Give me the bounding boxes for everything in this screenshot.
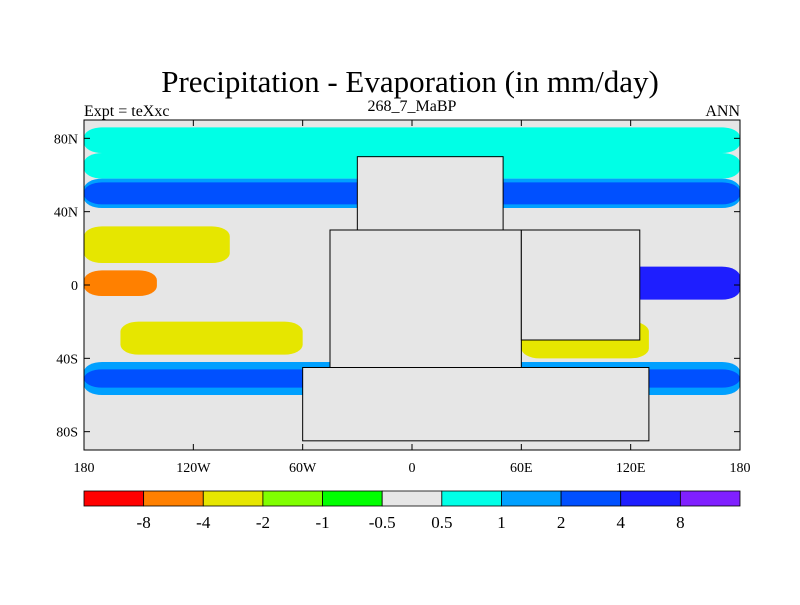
colorbar-swatch <box>679 490 741 507</box>
x-tick-label: 120W <box>176 461 211 476</box>
plot-title: Precipitation - Evaporation (in mm/day) <box>161 64 659 99</box>
colorbar-swatch <box>143 490 204 507</box>
x-tick-label: 60E <box>510 461 533 476</box>
colorbar-swatch <box>381 490 443 507</box>
colorbar-swatch <box>83 490 145 507</box>
subtitle-left: Expt = teXxc <box>84 103 169 120</box>
colorbar-label: 1 <box>497 513 506 532</box>
land-south-landmass <box>302 367 650 442</box>
colorbar-swatch <box>560 490 622 507</box>
y-tick-label: 80S <box>56 426 78 441</box>
x-tick-label: 180 <box>730 461 751 476</box>
colorbar-label: 0.5 <box>431 513 452 532</box>
colorbar-swatch <box>501 490 562 507</box>
colorbar: -8 -4 -2 -1 -0.5 0.5 1 2 4 8 <box>83 490 741 532</box>
contour-band-0 <box>84 127 740 153</box>
x-tick-label: 180 <box>74 461 95 476</box>
colorbar-label: -4 <box>196 513 211 532</box>
land-east-landmass <box>520 229 641 341</box>
y-tick-label: 40N <box>54 206 78 221</box>
colorbar-swatch <box>620 490 681 507</box>
colorbar-swatch <box>441 490 502 507</box>
x-axis: 180 120W 60W 0 60E 120E 180 <box>74 120 751 476</box>
colorbar-swatch <box>202 490 264 507</box>
subtitle-center: 268_7_MaBP <box>368 98 457 115</box>
contour-band-4 <box>84 226 230 263</box>
colorbar-swatch <box>262 490 323 507</box>
x-tick-label: 0 <box>409 461 416 476</box>
subtitle-right: ANN <box>705 103 740 120</box>
colorbar-label: 4 <box>616 513 625 532</box>
y-axis: 80N 40N 0 40S 80S <box>54 132 740 441</box>
colorbar-label: -0.5 <box>369 513 396 532</box>
y-tick-label: 80N <box>54 132 78 147</box>
colorbar-label: -1 <box>315 513 329 532</box>
contour-band-7 <box>120 321 303 355</box>
coastlines <box>302 156 650 442</box>
land-central-landmass <box>329 229 522 368</box>
contour-band-5 <box>84 270 157 296</box>
land-north-landmass <box>356 156 504 231</box>
colorbar-label: 2 <box>557 513 566 532</box>
x-tick-label: 120E <box>616 461 646 476</box>
x-tick-label: 60W <box>289 461 317 476</box>
y-tick-label: 40S <box>56 352 78 367</box>
colorbar-swatch <box>322 490 383 507</box>
colorbar-label: -2 <box>256 513 270 532</box>
y-tick-label: 0 <box>71 279 78 294</box>
colorbar-label: 8 <box>676 513 685 532</box>
colorbar-label: -8 <box>137 513 151 532</box>
